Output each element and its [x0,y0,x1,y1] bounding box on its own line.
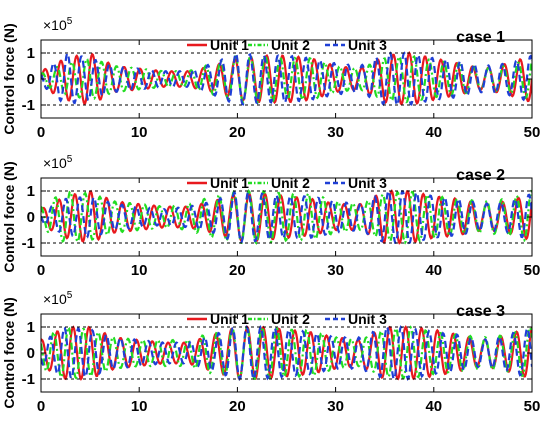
legend-label: Unit 1 [210,311,249,327]
y-exponent-label: ×105 [43,16,73,33]
x-tick-label: 50 [524,262,541,279]
x-tick-label: 10 [131,262,148,279]
panel-case-label: case 2 [456,167,505,184]
x-tick-label: 50 [524,124,541,141]
series-group [41,50,532,107]
y-exponent-label: ×105 [43,154,73,171]
x-tick-label: 40 [425,124,442,141]
x-tick-label: 20 [229,124,246,141]
legend-label: Unit 2 [271,311,310,327]
legend-label: Unit 2 [271,37,310,53]
x-tick-label: 40 [425,398,442,415]
legend-label: Unit 2 [271,175,310,191]
x-tick-label: 30 [327,398,344,415]
series-group [41,189,532,245]
legend-label: Unit 1 [210,175,249,191]
x-tick-label: 10 [131,124,148,141]
x-tick-label: 10 [131,398,148,415]
y-axis-label: Control force (N) [1,297,17,408]
series-line-unit-2 [41,189,532,245]
series-line-unit-3 [41,189,532,245]
x-tick-label: 0 [37,398,45,415]
series-line-unit-2 [41,324,532,381]
series-group [41,324,532,381]
legend-label: Unit 1 [210,37,249,53]
y-tick-label: 0 [27,209,35,226]
series-line-unit-3 [41,325,532,381]
y-tick-label: -1 [22,235,35,252]
y-tick-label: -1 [22,97,35,114]
y-tick-label: -1 [22,371,35,388]
x-tick-label: 20 [229,262,246,279]
x-tick-label: 40 [425,262,442,279]
y-tick-label: 0 [27,345,35,362]
legend-label: Unit 3 [348,175,387,191]
y-axis-label: Control force (N) [1,161,17,272]
y-axis-label: Control force (N) [1,23,17,134]
legend-label: Unit 3 [348,311,387,327]
legend-label: Unit 3 [348,37,387,53]
series-line-unit-3 [41,51,532,107]
y-tick-label: 0 [27,71,35,88]
y-tick-label: 1 [27,183,35,200]
y-tick-label: 1 [27,319,35,336]
x-tick-label: 20 [229,398,246,415]
y-exponent-label: ×105 [43,290,73,307]
panel-case-label: case 1 [456,29,505,46]
x-tick-label: 30 [327,124,344,141]
x-tick-label: 50 [524,398,541,415]
panel-case-label: case 3 [456,303,505,320]
series-line-unit-1 [41,189,532,245]
x-tick-label: 0 [37,124,45,141]
y-tick-label: 1 [27,45,35,62]
x-tick-label: 30 [327,262,344,279]
x-tick-label: 0 [37,262,45,279]
